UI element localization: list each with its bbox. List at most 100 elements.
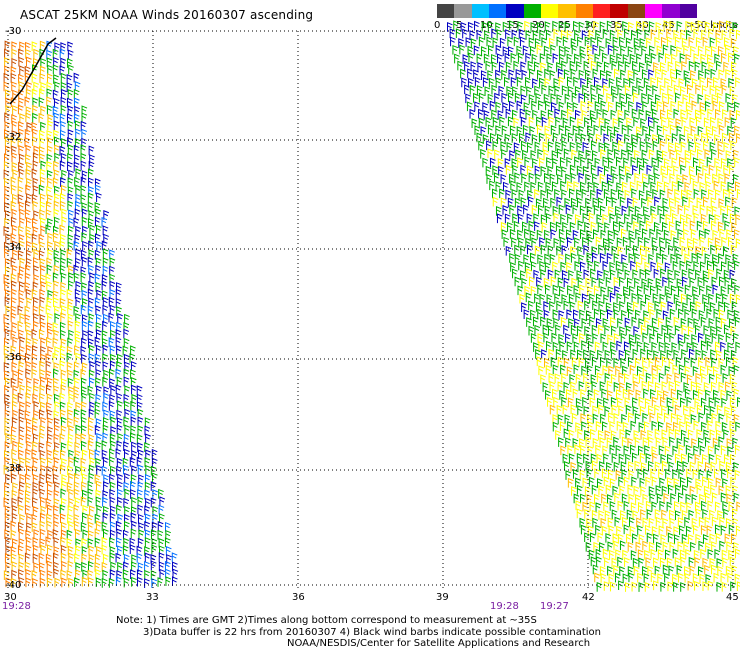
wind-barb [73,305,80,316]
wind-barb [18,361,25,371]
wind-barb [585,541,592,552]
wind-barb [628,334,635,344]
wind-barb [537,284,543,295]
wind-barb [52,529,59,539]
wind-barb [532,158,538,168]
wind-barb [717,45,724,56]
wind-barb [714,444,721,455]
wind-barb [74,154,80,164]
wind-barb [32,281,39,292]
wind-barb [52,105,59,116]
wind-barb [636,132,643,143]
wind-barb [690,228,697,239]
wind-barb [45,370,52,380]
wind-barb [644,524,651,535]
wind-barb [471,118,478,128]
wind-barb [59,392,66,403]
wind-barb [32,474,39,484]
wind-barb [94,449,101,460]
wind-barb [629,181,636,192]
wind-barb [697,93,704,104]
wind-barb [136,456,143,467]
wind-barb [640,348,646,359]
wind-barb [610,397,617,407]
wind-barb [492,116,499,127]
wind-barb [690,357,697,368]
wind-barb [715,532,722,543]
wind-barb [109,249,115,260]
wind-barb [117,545,123,556]
wind-barb [675,60,681,71]
wind-barb [25,568,32,579]
wind-barb [115,368,122,379]
wind-barb [488,45,494,55]
wind-barb [685,493,692,504]
wind-barb [705,125,712,136]
wind-barb [549,69,556,80]
wind-barb [571,486,577,496]
wind-barb [88,313,95,324]
wind-barb [657,205,664,215]
wind-barb [520,85,527,96]
wind-barb [592,413,599,424]
wind-barb [734,206,740,216]
wind-barb [651,108,658,119]
wind-barb [686,109,693,119]
wind-barb [729,397,736,407]
wind-barb [723,429,729,439]
wind-barb [3,226,10,236]
wind-barb [87,480,94,491]
wind-barb [705,356,712,367]
wind-barb [652,85,658,95]
wind-barb [116,504,122,515]
wind-barb [150,570,157,580]
wind-barb [60,281,67,292]
wind-barb [110,440,116,451]
wind-barb [708,317,715,328]
wind-barb [558,124,565,135]
wind-barb [661,429,668,439]
wind-barb [495,181,502,192]
wind-barb [566,341,573,352]
wind-barb [730,325,737,336]
wind-barb [53,97,60,108]
wind-barb [39,209,46,220]
wind-barb [494,149,500,160]
wind-barb [89,360,96,371]
wind-barb [724,116,731,127]
wind-barb [671,342,678,352]
wind-barb [710,349,716,360]
wind-barb [585,69,591,80]
wind-barb [692,341,699,352]
wind-barb [589,397,596,407]
wind-barb [604,405,611,416]
wind-barb [465,93,472,104]
wind-barb [640,429,647,440]
wind-barb [39,449,46,460]
wind-barb [498,85,505,96]
wind-barb [632,557,639,568]
wind-barb [75,545,81,555]
wind-barb [544,253,551,264]
wind-barb [667,93,674,104]
wind-barb [694,557,701,567]
wind-barb [82,504,89,515]
wind-barb [720,525,727,535]
wind-barb [488,77,495,88]
wind-barb [68,169,74,180]
wind-barb [586,252,593,263]
wind-barb [103,210,110,220]
wind-barb [68,272,74,283]
wind-barb [506,142,513,152]
wind-barb [697,276,704,287]
wind-barb [578,125,585,136]
wind-barb [31,513,38,524]
wind-barb [718,309,725,320]
wind-barb [606,20,613,31]
wind-barb [682,94,689,104]
wind-barb [11,288,17,299]
wind-barb [642,540,649,551]
wind-barb [638,557,645,568]
wind-barb [699,181,706,192]
wind-barb [512,268,518,279]
